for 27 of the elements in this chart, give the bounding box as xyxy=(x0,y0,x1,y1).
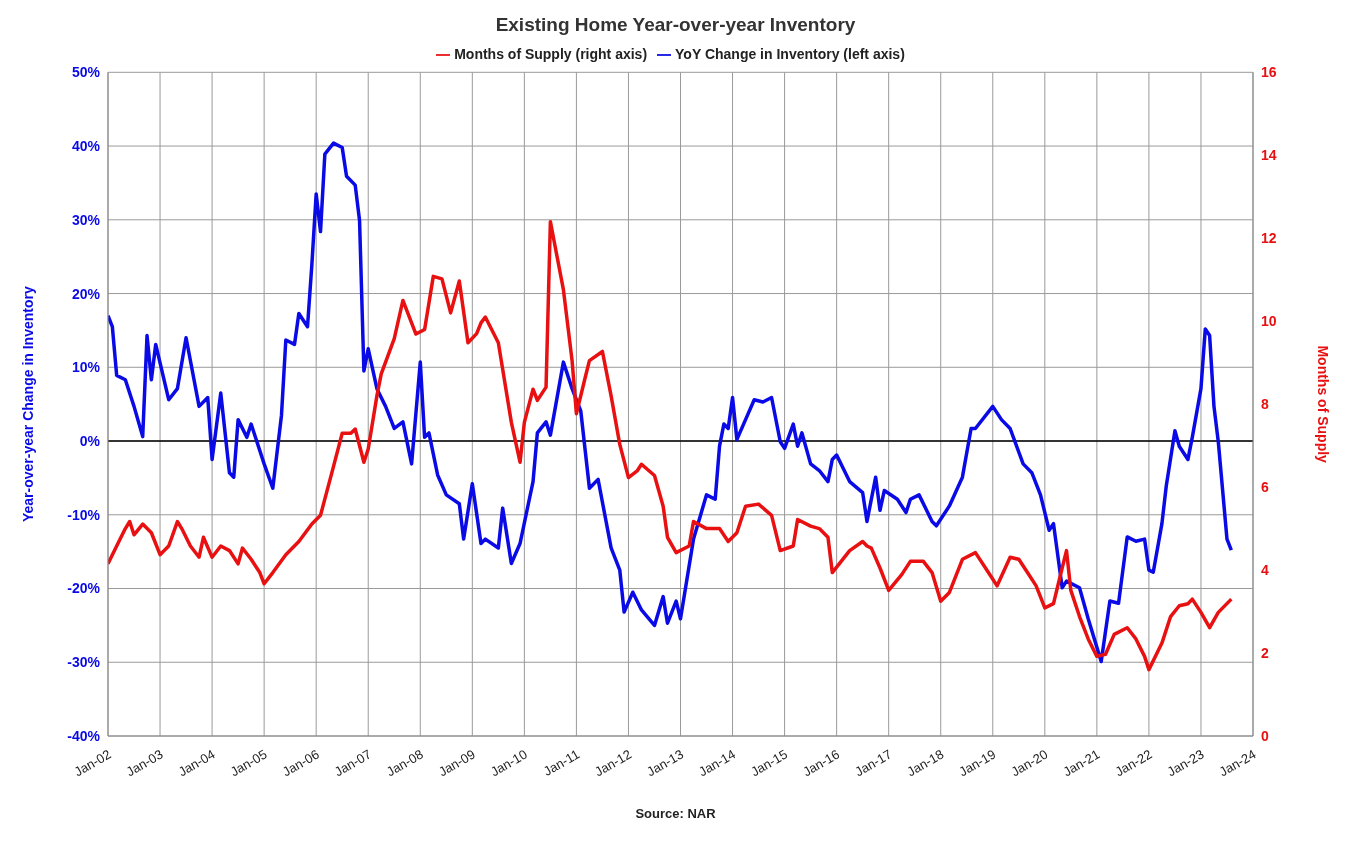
line-series xyxy=(108,141,1234,664)
y2-tick-label: 14 xyxy=(1261,147,1277,164)
y2-tick-label: 8 xyxy=(1261,396,1269,413)
legend-label: YoY Change in Inventory (left axis) xyxy=(675,46,905,62)
y-tick-label: 30% xyxy=(71,211,101,228)
y2-tick-label: 6 xyxy=(1261,479,1269,496)
y-axis-title: Year-over-year Change in Inventory xyxy=(19,286,36,523)
y-tick-label: -40% xyxy=(67,727,101,744)
y-tick-label: 40% xyxy=(71,138,101,155)
y-tick-label: -10% xyxy=(67,506,101,523)
y2-axis-title: Months of Supply xyxy=(1315,345,1332,464)
line-series xyxy=(108,219,1234,672)
y-tick-label: 0% xyxy=(79,432,101,449)
y-tick-label: 20% xyxy=(71,285,101,302)
y2-tick-label: 4 xyxy=(1261,562,1269,579)
source-note: Source: NAR xyxy=(634,806,717,821)
y-tick-label: -30% xyxy=(67,654,101,671)
chart-title: Existing Home Year-over-year Inventory xyxy=(494,13,857,36)
y2-tick-label: 2 xyxy=(1261,645,1269,662)
y-tick-label: 50% xyxy=(71,64,101,81)
y2-tick-label: 10 xyxy=(1261,313,1277,330)
y-tick-label: -20% xyxy=(67,580,101,597)
y2-tick-label: 0 xyxy=(1261,727,1269,744)
y-tick-label: 10% xyxy=(71,359,101,376)
legend-label: Months of Supply (right axis) xyxy=(454,46,648,62)
y2-tick-label: 16 xyxy=(1261,64,1277,81)
y2-tick-label: 12 xyxy=(1261,230,1277,247)
